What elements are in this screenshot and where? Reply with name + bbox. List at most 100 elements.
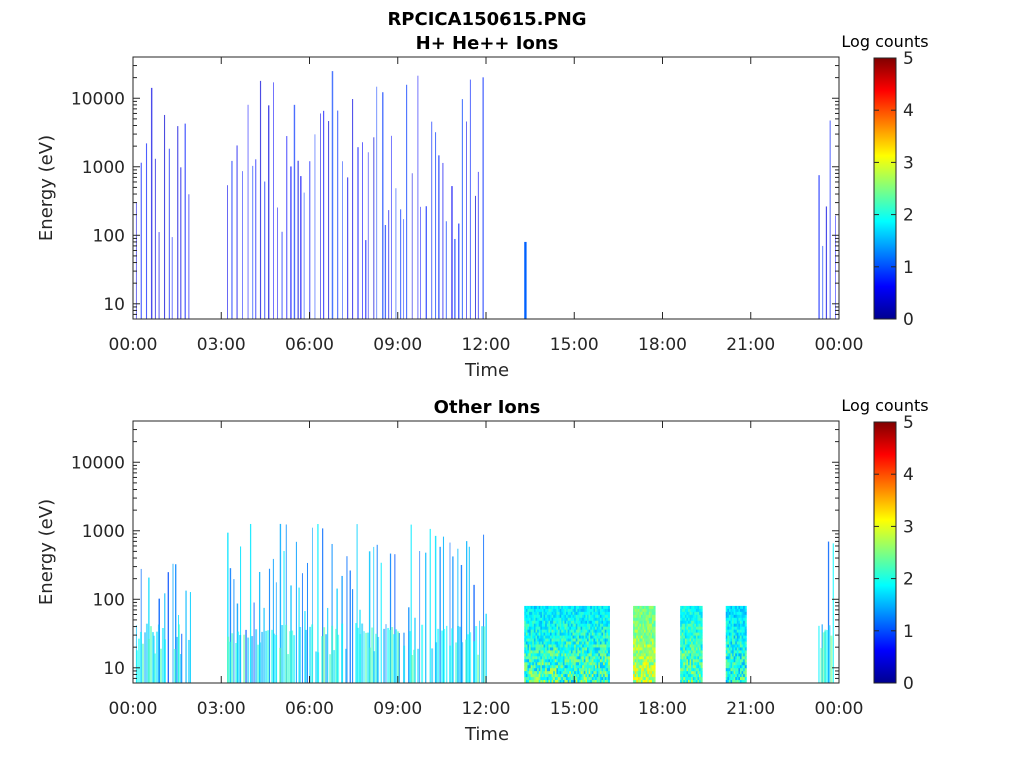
spectrogram-cell — [587, 662, 590, 666]
spectrogram-cell — [648, 626, 651, 631]
spectrogram-cell — [642, 668, 645, 672]
spectrogram-cell — [680, 632, 683, 636]
spectrogram-cell — [524, 611, 527, 616]
spectrogram-cell — [686, 668, 689, 672]
spectrogram-cell — [596, 665, 599, 669]
spectrogram-cell — [567, 629, 570, 633]
spectrogram-stripe — [398, 633, 400, 683]
spectrogram-cell — [598, 677, 601, 681]
spectrogram-cell — [566, 662, 569, 666]
spectrogram-cell — [585, 629, 588, 633]
spectrogram-cell — [697, 641, 700, 645]
spectrogram-cell — [604, 635, 607, 639]
spectrogram-cell — [648, 623, 651, 628]
spectrogram-stripe — [259, 80, 262, 319]
spectrogram-cell — [637, 653, 640, 657]
spectrogram-cell — [730, 647, 733, 651]
spectrogram-block — [227, 71, 484, 320]
spectrogram-cell — [598, 656, 601, 660]
spectrogram-stripe — [435, 132, 437, 319]
spectrogram-cell — [554, 605, 557, 610]
spectrogram-cell — [530, 680, 533, 684]
spectrogram-cell — [692, 653, 695, 657]
spectrogram-cell — [588, 665, 591, 669]
spectrogram-cell — [647, 659, 650, 663]
spectrogram-cell — [637, 647, 640, 651]
spectrogram-cell — [527, 617, 530, 622]
spectrogram-cell — [741, 620, 744, 625]
spectrogram-cell — [570, 620, 573, 625]
spectrogram-cell — [559, 617, 562, 622]
spectrogram-cell — [524, 656, 527, 660]
spectrogram-cell — [572, 605, 575, 610]
x-tick-label: 15:00 — [550, 335, 599, 355]
spectrogram-cell — [588, 623, 591, 628]
spectrogram-stripe — [245, 629, 247, 683]
spectrogram-cell — [543, 626, 546, 631]
spectrogram-cell — [591, 665, 594, 669]
spectrogram-cell — [633, 617, 636, 622]
spectrogram-cell — [585, 665, 588, 669]
spectrogram-cell — [639, 614, 642, 619]
spectrogram-cell — [601, 680, 604, 684]
spectrogram-cell — [689, 650, 692, 654]
spectrogram-cell — [730, 608, 733, 613]
spectrogram-cell — [637, 617, 640, 622]
spectrogram-cell — [695, 659, 698, 663]
spectrogram-cell — [695, 668, 698, 672]
spectrogram-cell — [570, 647, 573, 651]
spectrogram-cell — [653, 623, 656, 628]
spectrogram-cell — [578, 665, 581, 669]
spectrogram-cell — [533, 671, 536, 675]
spectrogram-cell — [727, 623, 730, 628]
spectrogram-cell — [681, 611, 684, 616]
spectrogram-cell — [578, 626, 581, 631]
spectrogram-cell — [738, 605, 741, 610]
spectrogram-band — [267, 630, 270, 683]
spectrogram-cell — [538, 665, 541, 669]
spectrogram-stripe — [446, 625, 448, 683]
spectrogram-cell — [634, 614, 637, 619]
spectrogram-cell — [529, 608, 532, 613]
spectrogram-cell — [569, 665, 572, 669]
spectrogram-cell — [604, 677, 607, 681]
spectrogram-cell — [633, 626, 636, 631]
spectrogram-cell — [541, 623, 544, 628]
spectrogram-cell — [524, 644, 527, 648]
spectrogram-cell — [548, 608, 551, 613]
spectrogram-cell — [648, 653, 651, 657]
spectrogram-cell — [525, 677, 528, 681]
spectrogram-cell — [680, 665, 683, 669]
spectrogram-cell — [636, 617, 639, 622]
spectrogram-band — [461, 642, 464, 683]
spectrogram-cell — [532, 674, 535, 678]
spectrogram-cell — [598, 674, 601, 678]
spectrogram-stripe — [297, 160, 299, 319]
spectrogram-cell — [744, 647, 747, 651]
spectrogram-cell — [599, 650, 602, 654]
spectrogram-cell — [691, 644, 694, 648]
spectrogram-cell — [736, 611, 739, 616]
spectrogram-stripe — [376, 86, 378, 319]
spectrogram-cell — [680, 626, 683, 631]
spectrogram-cell — [683, 629, 686, 633]
spectrogram-cell — [583, 608, 586, 613]
spectrogram-cell — [730, 650, 733, 654]
x-axis: 00:00 03:00 06:00 09:00 12:00 15:00 18:00 21:00… — [109, 57, 864, 355]
spectrogram-cell — [692, 635, 695, 639]
spectrogram-stripe — [434, 535, 437, 683]
spectrogram-cell — [591, 623, 594, 628]
spectrogram-cell — [683, 665, 686, 669]
spectrogram-cell — [575, 671, 578, 675]
spectrogram-cell — [558, 650, 561, 654]
spectrogram-cell — [545, 611, 548, 616]
spectrogram-cell — [574, 671, 577, 675]
spectrogram-cell — [640, 653, 643, 657]
spectrogram-cell — [740, 650, 742, 654]
spectrogram-cell — [591, 668, 594, 672]
spectrogram-cell — [603, 653, 606, 657]
spectrogram-cell — [572, 671, 575, 675]
spectrogram-cell — [591, 677, 594, 681]
spectrogram-cell — [604, 671, 607, 675]
